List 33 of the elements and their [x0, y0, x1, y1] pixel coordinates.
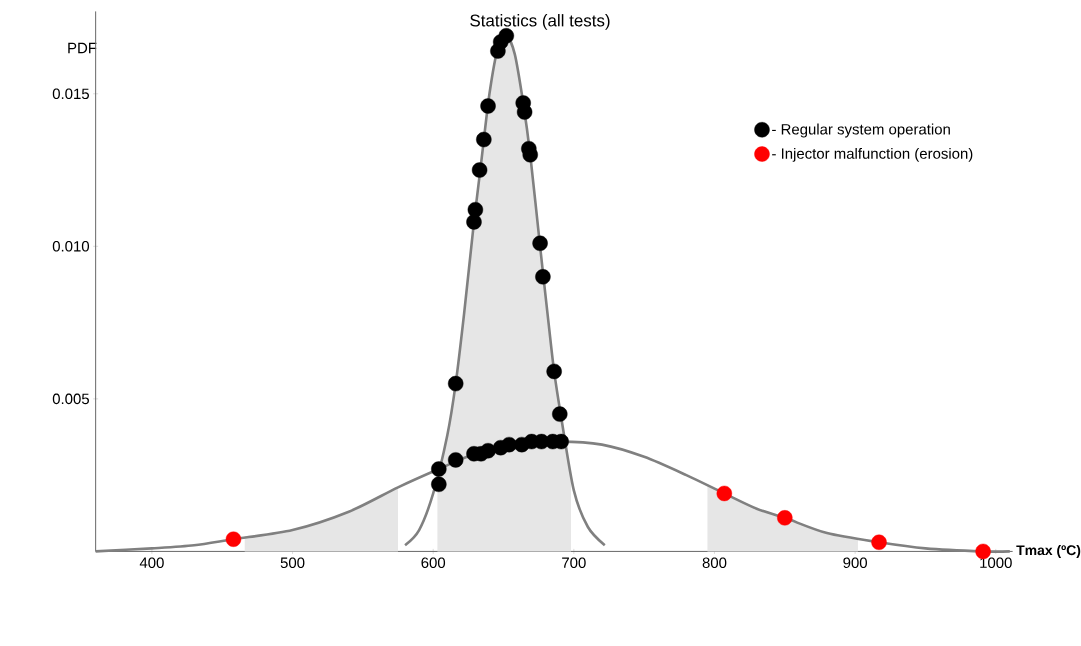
x-tick-label: 1000 — [980, 557, 1012, 568]
y-tick-label: 0.010 — [52, 241, 90, 252]
point — [448, 452, 464, 468]
point — [871, 534, 887, 550]
point — [448, 375, 464, 392]
point — [532, 235, 548, 251]
x-tick-label: 900 — [843, 557, 867, 568]
x-tick-label: 500 — [280, 557, 305, 568]
point — [225, 531, 242, 547]
y-tick-label: 0.005 — [52, 393, 89, 405]
x-tick-label: 800 — [702, 557, 727, 568]
x-tick-label: 700 — [562, 557, 586, 568]
x-axis-title: Tmax (ºC) — [1016, 544, 1081, 558]
point — [471, 162, 488, 178]
point — [552, 406, 568, 422]
point — [516, 104, 533, 120]
y-axis-title: PDF — [68, 42, 97, 54]
point — [498, 28, 515, 44]
point — [476, 131, 492, 148]
point — [467, 202, 484, 218]
legend-label: - Injector malfunction (erosion) — [772, 147, 973, 162]
point — [716, 485, 733, 502]
chart-title: Statistics (all tests) — [470, 14, 610, 30]
y-tick-label: 0.015 — [52, 88, 89, 100]
point — [431, 461, 447, 477]
point — [480, 98, 496, 114]
legend-label: - Regular system operation — [772, 123, 950, 138]
point — [431, 476, 447, 492]
point — [535, 269, 551, 285]
point — [777, 510, 793, 526]
point — [546, 363, 562, 380]
x-tick-label: 400 — [139, 557, 164, 568]
x-tick-label: 600 — [421, 557, 446, 568]
